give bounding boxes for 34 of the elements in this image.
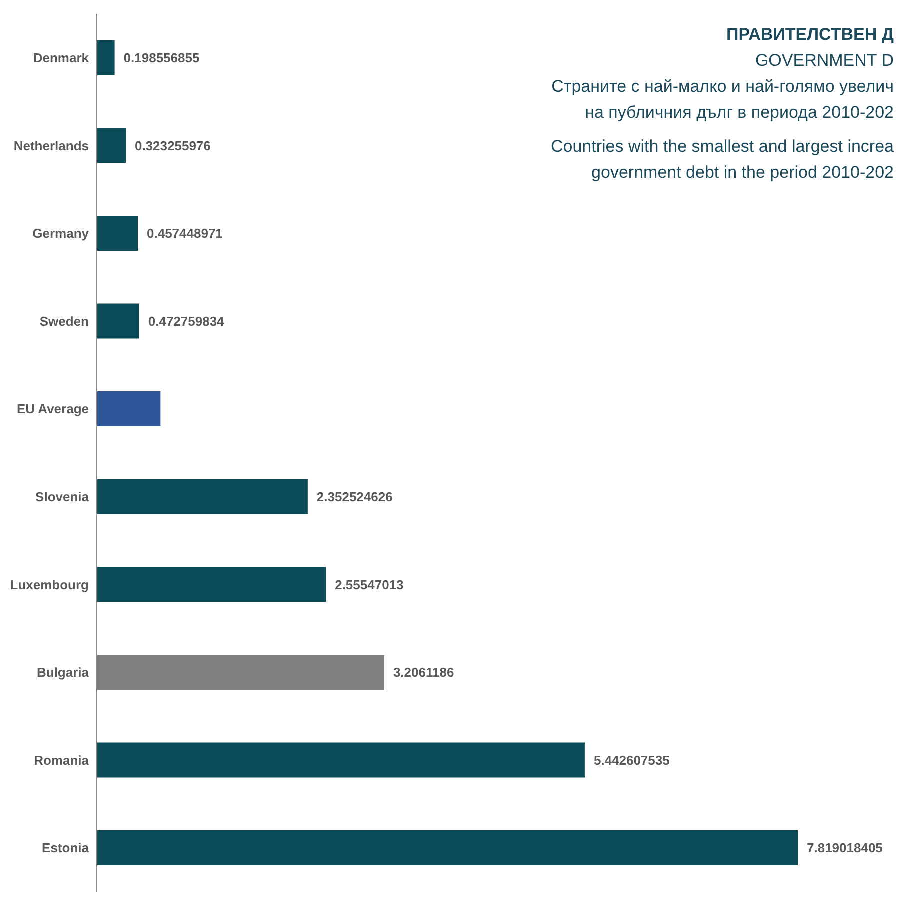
bar — [97, 40, 115, 76]
y-tick-label: Bulgaria — [36, 665, 90, 680]
data-label: 0.472759834 — [148, 314, 226, 329]
annotation: Countries with the smallest and largest increa — [551, 136, 894, 158]
bar — [97, 128, 126, 164]
data-label: 3.2061186 — [393, 665, 454, 680]
data-label: 2.55547013 — [335, 577, 404, 592]
bar — [97, 742, 585, 778]
text: ПРАВИТЕЛСТВЕН Д — [726, 24, 894, 46]
data-label: 0.457448971 — [147, 226, 223, 242]
y-tick-label: Netherlands — [14, 138, 89, 154]
annotation: Страните с най-малко и най-голямо увелич — [551, 76, 894, 98]
data-label: 5.442607535 — [594, 752, 670, 768]
bar — [97, 304, 140, 339]
bar — [97, 216, 138, 251]
annotation: на публичния дълг в периода 2010-202 — [584, 102, 894, 124]
data-label: 0.323255976 — [134, 138, 211, 154]
y-tick-label: Luxembourg — [10, 577, 90, 592]
y-tick-label: Germany — [32, 226, 90, 242]
data-label: 7.819018405 — [807, 840, 883, 856]
y-tick-label: Romania — [34, 752, 90, 768]
annotation: government debt in the period 2010-202 — [590, 162, 894, 184]
y-tick-label: EU Average — [16, 402, 89, 417]
text: GOVERNMENT D — [754, 50, 894, 72]
y-tick-label: Slovenia — [36, 490, 90, 505]
data-label: 0.198556855 — [124, 50, 200, 66]
y-tick-label: Denmark — [33, 50, 90, 66]
bar — [97, 479, 308, 514]
y-tick-label: Estonia — [42, 840, 90, 856]
bar — [97, 392, 161, 427]
y-tick-label: Sweden — [40, 314, 90, 329]
bar — [97, 830, 798, 866]
bar — [97, 567, 326, 602]
data-label: 2.352524626 — [316, 489, 393, 504]
